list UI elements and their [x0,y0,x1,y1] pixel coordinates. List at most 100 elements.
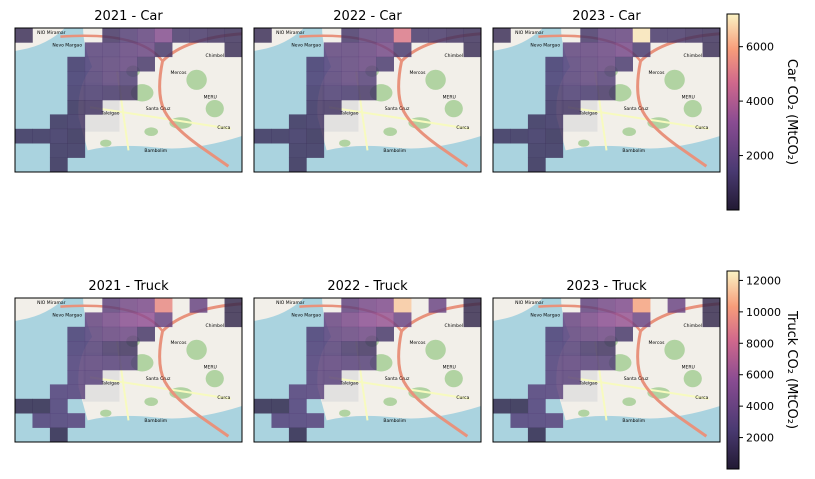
south-bay [254,416,481,442]
colorbar-truck: 2000 4000 6000 8000 10000 12000 Truck CO₂ (MtC… [726,270,799,470]
heatmap-cell [376,326,394,342]
map-place-label: MERU [443,95,456,101]
heatmap-cell [189,298,208,313]
heatmap-cell [49,413,68,428]
vegetation-area [578,139,590,147]
heatmap-cell [597,28,616,43]
colorbar-tick-label: 2000 [746,432,774,445]
south-bay [493,416,720,442]
heatmap-cell [306,355,325,371]
map-place-label: Bambolim [144,148,167,154]
heatmap-cell [597,56,616,72]
map-place-label: Taleigao [578,380,598,386]
heatmap-cell [545,413,564,428]
heatmap-cell [527,114,546,130]
heatmap-cell [562,341,581,356]
map-place-label: Mercos [409,70,426,76]
heatmap-cell [632,28,651,43]
heatmap-cell [224,312,242,328]
heatmap-cell [67,341,86,356]
heatmap-cell [254,128,272,144]
heatmap-cell [597,355,616,371]
south-bay [493,146,720,172]
panel-2021-truck: 2021 - Truck Mercos Chimbel Santa Cruz Talei… [14,279,243,443]
heatmap-cell [323,100,342,115]
heatmap-cell [463,312,481,328]
map-place-label: Nevo Margao [52,313,82,319]
heatmap-cell [702,28,720,43]
heatmap-cell [358,56,377,72]
vegetation-area [683,100,702,118]
heatmap-cell [527,398,546,414]
heatmap-cell [667,298,686,313]
heatmap-cell [84,71,103,86]
heatmap-cell [358,42,377,58]
heatmap-cell [306,56,325,72]
heatmap-cell [702,42,720,58]
heatmap-cell [49,427,68,442]
heatmap-cell [84,326,103,342]
heatmap-cell [32,413,51,428]
heatmap-cell [545,370,564,385]
heatmap-cell [67,326,86,342]
heatmap-cell [271,413,290,428]
heatmap-cell [358,326,377,342]
heatmap-cell [393,312,412,328]
heatmap-cell [597,341,616,356]
heatmap-cell [84,355,103,371]
heatmap-cell [254,398,272,414]
panel-frame [492,27,721,173]
map-place-label: Mercos [409,340,426,346]
vegetation-area [186,339,207,360]
heatmap-cell [323,56,342,72]
map-place-label: NIO Miramar [276,30,305,36]
heatmap-cell [580,71,599,86]
heatmap-cell [615,326,633,342]
heatmap-cell [84,42,103,58]
vegetation-area [100,139,112,147]
heatmap-cell [393,298,412,313]
heatmap-cell [119,42,138,58]
heatmap-cell [545,71,564,86]
vegetation-area [383,127,398,136]
panel-title: 2023 - Car [572,9,641,24]
colorbar-car: 2000 4000 6000 Car CO₂ (MtCO₂) [726,13,799,211]
heatmap-cell [341,56,360,72]
heatmap-cell [685,28,703,43]
heatmap-cell [154,28,173,43]
heatmap-cell [67,85,86,101]
heatmap-cell [288,384,307,400]
heatmap-cell [323,312,342,328]
heatmap-cell [341,341,360,356]
map-place-label: Curca [695,125,708,131]
map-place-label: Santa Cruz [624,106,649,112]
heatmap-cell [119,326,138,342]
heatmap-cell [49,157,68,172]
panel-2022-truck: 2022 - Truck Mercos Chimbel Santa Cruz Talei… [253,279,482,443]
vegetation-area [444,100,463,118]
heatmap-cell [358,298,377,313]
heatmap-cell [32,128,51,144]
heatmap-cell [323,85,342,101]
heatmap-cell [341,28,360,43]
panel-title: 2022 - Car [333,9,402,24]
colorbar-frame [726,270,740,470]
heatmap-cell [597,85,616,101]
colorbar-tick-label: 12000 [746,274,781,287]
heatmap-cell [580,298,599,313]
colorbar-gradient [727,14,739,210]
vegetation-area [144,397,159,406]
heatmap-cell [358,341,377,356]
heatmap-cell [49,114,68,130]
panel-frame [14,297,243,443]
heatmap-cell [545,341,564,356]
heatmap-cell [271,128,290,144]
heatmap-cell [84,100,103,115]
map-place-label: Taleigao [339,110,359,116]
heatmap-cell [562,100,581,115]
vegetation-area [425,69,446,90]
colorbar-frame [726,13,740,211]
heatmap-cell [580,56,599,72]
vegetation-area [100,409,112,417]
